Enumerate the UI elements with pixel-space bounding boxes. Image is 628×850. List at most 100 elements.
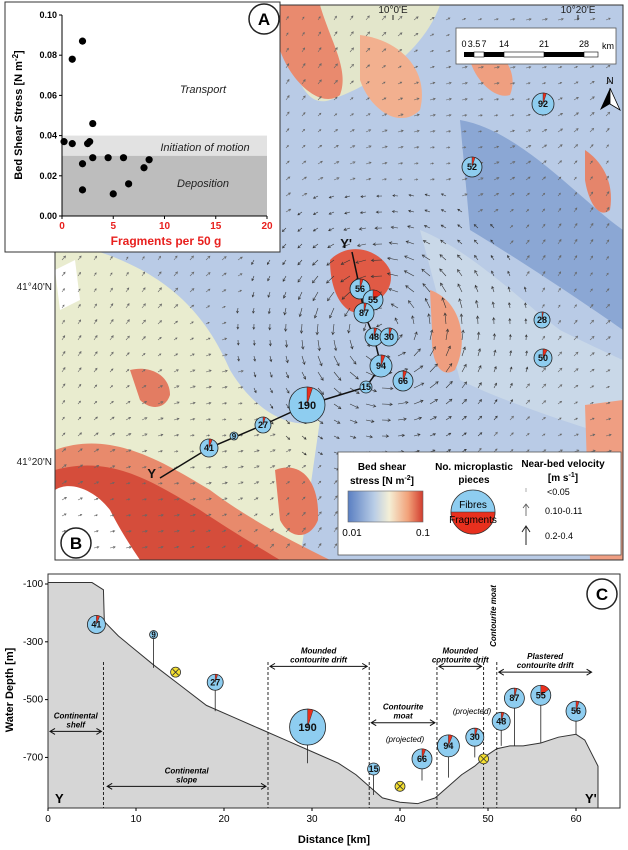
velocity-arrow-icon: [61, 448, 67, 453]
velocity-arrow-icon: [573, 160, 578, 165]
legend-shear-min: 0.01: [342, 528, 362, 539]
velocity-arrow-icon: [589, 207, 594, 213]
velocity-arrow-icon: [109, 351, 114, 357]
velocity-arrow-icon: [429, 113, 436, 117]
velocity-arrow-icon: [253, 513, 258, 517]
velocity-arrow-icon: [317, 79, 322, 85]
map-station-94-label: 94: [376, 361, 386, 371]
velocity-arrow-icon: [317, 464, 322, 469]
velocity-arrow-icon: [301, 371, 307, 380]
panel-a-label: A: [258, 10, 270, 29]
velocity-arrow-icon: [189, 450, 195, 453]
velocity-arrow-icon: [312, 243, 319, 249]
velocity-arrow-icon: [93, 384, 98, 389]
velocity-arrow-icon: [397, 145, 404, 149]
velocity-arrow-icon: [141, 498, 147, 501]
velocity-arrow-icon: [541, 335, 546, 341]
velocity-arrow-icon: [189, 337, 194, 341]
profile-station-190: 190: [289, 708, 327, 746]
seabed-profile: [47, 582, 599, 809]
velocity-arrow-icon: [573, 417, 578, 421]
profile-station-87-label: 87: [509, 693, 519, 703]
velocity-arrow-icon: [376, 194, 383, 198]
scatter-xtick-label: 10: [159, 221, 171, 232]
velocity-arrow-icon: [301, 355, 306, 366]
morphology-arrow-2: [269, 662, 369, 670]
velocity-arrow-icon: [461, 346, 466, 357]
legend-velocity-item-2: 0.2-0.4: [545, 531, 573, 541]
velocity-arrow-icon: [381, 129, 388, 133]
map-station-66-fragments: [402, 370, 407, 382]
profile-station-15: 15: [367, 762, 381, 776]
velocity-arrow-icon: [125, 417, 132, 421]
velocity-arrow-icon: [61, 432, 66, 437]
legend-shear-title2: stress [N m-2]: [350, 475, 414, 487]
velocity-arrow-icon: [525, 17, 532, 21]
velocity-arrow-icon: [205, 529, 211, 533]
velocity-arrow-icon: [269, 465, 276, 469]
velocity-arrow-icon: [445, 17, 451, 21]
velocity-arrow-icon: [237, 273, 243, 277]
velocity-arrow-icon: [477, 81, 484, 85]
velocity-arrow-icon: [205, 513, 212, 517]
velocity-arrow-icon: [376, 323, 383, 328]
velocity-arrow-icon: [285, 465, 291, 469]
velocity-arrow-icon: [429, 130, 436, 133]
velocity-arrow-icon: [317, 160, 323, 165]
map-zone-red-north: [275, 5, 343, 99]
profile-station-87: 87: [504, 687, 525, 709]
velocity-arrow-icon: [301, 144, 306, 149]
velocity-arrow-icon: [365, 435, 373, 439]
velocity-arrow-icon: [359, 211, 367, 215]
velocity-arrow-icon: [285, 176, 291, 181]
velocity-arrow-icon: [360, 195, 367, 198]
velocity-arrow-icon: [557, 223, 562, 229]
velocity-arrow-icon: [301, 47, 306, 53]
map-station-87-label: 87: [359, 308, 369, 318]
velocity-arrow-icon: [476, 331, 481, 341]
velocity-arrow-icon: [557, 417, 562, 421]
map-station-9: 9: [229, 431, 239, 441]
velocity-arrow-icon: [328, 211, 335, 215]
velocity-arrow-icon: [157, 353, 162, 357]
velocity-arrow-icon: [93, 400, 98, 405]
velocity-arrow-icon: [125, 319, 130, 325]
velocity-arrow-icon: [493, 193, 500, 197]
velocity-arrow-icon: [509, 432, 514, 437]
profile-ylabel: Water Depth [m]: [4, 647, 16, 732]
velocity-arrow-icon: [285, 128, 290, 133]
velocity-arrow-icon: [317, 543, 322, 549]
velocity-arrow-icon: [573, 384, 579, 389]
velocity-arrow-icon: [173, 482, 180, 485]
velocity-arrow-icon: [429, 416, 437, 421]
north-arrow-icon: N: [600, 76, 621, 112]
velocity-arrow-icon: [573, 351, 579, 357]
velocity-arrow-icon: [285, 32, 289, 37]
velocity-arrow-icon: [429, 363, 438, 373]
velocity-arrow-icon: [411, 315, 415, 325]
profile-station-27: 27: [206, 673, 224, 691]
velocity-arrow-icon: [509, 225, 514, 229]
velocity-arrow-icon: [301, 176, 307, 181]
velocity-arrow-icon: [374, 226, 383, 230]
velocity-arrow-icon: [474, 284, 479, 293]
velocity-arrow-icon: [221, 337, 228, 341]
velocity-arrow-icon: [269, 449, 276, 453]
velocity-arrow-icon: [61, 464, 67, 469]
velocity-arrow-icon: [333, 129, 339, 133]
morphology-label-1: Continental: [165, 766, 210, 775]
velocity-arrow-icon: [253, 544, 259, 549]
velocity-arrow-icon: [541, 367, 547, 373]
map-station-28: 28: [533, 311, 551, 329]
velocity-arrow-icon: [413, 178, 419, 181]
velocity-arrow-icon: [365, 161, 372, 165]
velocity-arrow-icon: [189, 255, 194, 261]
velocity-arrow-icon: [509, 240, 514, 245]
velocity-arrow-icon: [461, 329, 465, 341]
velocity-arrow-icon: [301, 128, 306, 133]
velocity-arrow-icon: [331, 323, 335, 336]
velocity-arrow-icon: [282, 291, 287, 299]
scatter-xtick-label: 15: [210, 221, 222, 232]
velocity-arrow-icon: [344, 211, 351, 215]
velocity-arrow-icon: [349, 31, 354, 37]
